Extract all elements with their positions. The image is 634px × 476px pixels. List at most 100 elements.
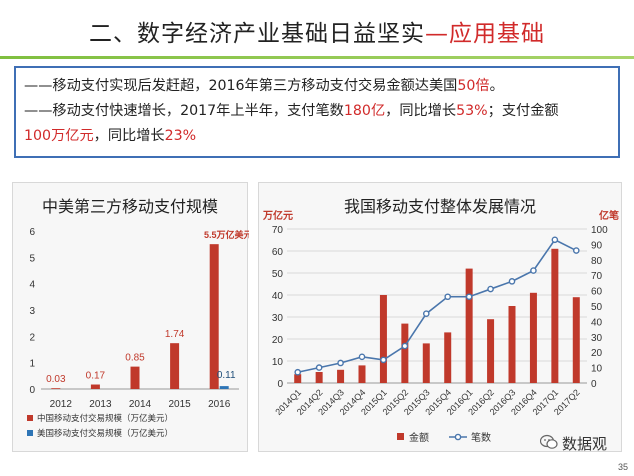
point-transactions: [294, 368, 302, 376]
bar-amount: [422, 343, 430, 383]
page-title-main: 二、数字经济产业基础日益坚实: [89, 21, 425, 47]
y-axis-left-label: 万亿元: [262, 209, 293, 222]
legend-label-amount: 金额: [409, 431, 429, 444]
bar-amount: [508, 306, 516, 383]
y-tick-label-right: 30: [591, 333, 603, 344]
y-tick-label-right: 40: [591, 317, 603, 328]
legend-swatch: [27, 415, 33, 421]
legend-label-transactions: 笔数: [471, 431, 491, 444]
point-transactions: [465, 293, 473, 301]
summary-line-2-text: ——移动支付快速增长，2017年上半年，支付笔数: [24, 103, 344, 119]
summary-line-3-mid: ，同比增长: [93, 128, 165, 144]
y-tick-label: 5: [29, 253, 35, 264]
point-transactions: [508, 278, 516, 285]
bar-us: [219, 386, 229, 389]
legend-label: 中国移动支付交易规模（万亿美元）: [37, 413, 173, 423]
y-tick-label-left: 60: [272, 247, 284, 258]
x-tick-label: 2013: [89, 399, 112, 410]
summary-line-3: 100万亿元，同比增长23%: [24, 124, 610, 149]
bar-amount: [315, 372, 323, 383]
bar-amount: [444, 332, 452, 383]
point-transactions: [444, 293, 452, 301]
y-tick-label-right: 90: [591, 240, 603, 251]
bar-china: [170, 343, 180, 389]
bar-china: [130, 366, 140, 389]
bar-amount: [465, 268, 473, 383]
bar-amount: [294, 374, 302, 383]
bar-amount: [401, 323, 409, 383]
y-tick-label-right: 80: [591, 256, 603, 267]
y-tick-label-left: 20: [272, 335, 284, 346]
y-tick-label-left: 40: [272, 291, 284, 302]
page-title: 二、数字经济产业基础日益坚实—应用基础: [0, 14, 634, 48]
bar-amount: [529, 292, 537, 383]
data-label-china: 0.17: [86, 371, 106, 382]
point-transactions: [572, 247, 580, 254]
legend-marker-transactions: [454, 433, 462, 441]
mobile-payment-chart-panel: 我国移动支付整体发展情况 万亿元 亿笔 0 10 20 30 40 50 60 70 0 10 20 30…: [258, 182, 622, 452]
page-number: 35: [617, 462, 628, 472]
y-tick-label-right: 100: [591, 225, 608, 236]
legend-swatch: [27, 430, 33, 436]
y-tick-label: 1: [29, 359, 35, 370]
y-tick-label-right: 60: [591, 287, 603, 298]
summary-box: ——移动支付实现后发赶超，2016年第三方移动支付交易金额达美国50倍。 ——移…: [14, 66, 620, 158]
y-axis-right-label: 亿笔: [599, 209, 619, 222]
mobile-payment-chart: 万亿元 亿笔 0 10 20 30 40 50 60 70 0 10 20 30 40 50 60 70 80 90 1…: [262, 209, 619, 444]
summary-line-1-highlight: 50倍: [457, 78, 490, 94]
data-label-china: 0.03: [46, 374, 66, 385]
line-transactions: [297, 238, 577, 374]
data-label-us: 0.11: [217, 370, 236, 381]
summary-line-3-highlight-2: 23%: [164, 128, 197, 144]
summary-line-2-highlight-2: 53%: [456, 103, 488, 119]
legend-swatch-amount: [397, 433, 404, 440]
us-china-chart-panel: 中美第三方移动支付规模 0 1 2 3 4 5 6 2012 0.03 2013 0.17 2014 0…: [12, 182, 249, 452]
bar-amount: [572, 297, 580, 383]
bar-amount: [379, 295, 387, 383]
y-tick-label-left: 10: [272, 357, 284, 368]
page-title-accent: —应用基础: [425, 21, 545, 47]
point-transactions: [337, 359, 344, 367]
data-label-china: 0.85: [125, 353, 145, 364]
wechat-icon: [540, 434, 558, 449]
summary-line-1-end: 。: [489, 78, 504, 94]
title-underline: [0, 56, 634, 59]
x-tick-label: 2012: [50, 399, 73, 410]
data-label-china: 5.5万亿美元: [204, 229, 249, 240]
summary-line-2-end: ；支付金额: [487, 103, 559, 119]
point-transactions: [380, 356, 387, 364]
legend-label: 美国移动支付交易规模（万亿美元）: [37, 428, 173, 438]
point-transactions: [358, 353, 366, 361]
bar-china: [51, 388, 61, 389]
x-tick-label: 2014: [129, 399, 152, 410]
point-transactions: [551, 236, 559, 244]
point-transactions: [315, 364, 323, 371]
summary-line-2: ——移动支付快速增长，2017年上半年，支付笔数180亿，同比增长53%；支付金…: [24, 99, 610, 124]
bar-china: [90, 384, 100, 389]
y-tick-label: 6: [29, 227, 35, 238]
y-tick-label-left: 50: [272, 269, 284, 280]
watermark: 数据观: [540, 432, 620, 454]
y-tick-label-left: 0: [277, 379, 283, 390]
us-china-chart-title: 中美第三方移动支付规模: [41, 197, 218, 216]
y-tick-label: 4: [29, 280, 35, 291]
bar-china: [209, 244, 219, 389]
title-bar: 二、数字经济产业基础日益坚实—应用基础: [0, 0, 634, 59]
bar-amount: [358, 365, 366, 383]
point-transactions: [487, 285, 494, 293]
y-tick-label-right: 70: [591, 271, 603, 282]
watermark-text: 数据观: [562, 435, 608, 453]
summary-line-1-text: ——移动支付实现后发赶超，2016年第三方移动支付交易金额达美国: [24, 78, 458, 94]
summary-line-1: ——移动支付实现后发赶超，2016年第三方移动支付交易金额达美国50倍。: [24, 74, 610, 99]
us-china-chart: 0 1 2 3 4 5 6 2012 0.03 2013 0.17 2014 0.85 2015 1.74 2…: [27, 227, 249, 438]
y-tick-label: 3: [29, 306, 35, 317]
point-transactions: [401, 342, 409, 350]
mobile-payment-chart-title: 我国移动支付整体发展情况: [343, 197, 536, 216]
data-label-china: 1.74: [165, 329, 185, 340]
summary-line-3-highlight-1: 100万亿元: [24, 128, 94, 144]
bar-amount: [337, 369, 345, 383]
point-transactions: [422, 310, 430, 317]
x-tick-label: 2016: [208, 399, 231, 410]
x-tick-label: 2015: [168, 399, 191, 410]
y-tick-label-left: 70: [272, 225, 284, 236]
